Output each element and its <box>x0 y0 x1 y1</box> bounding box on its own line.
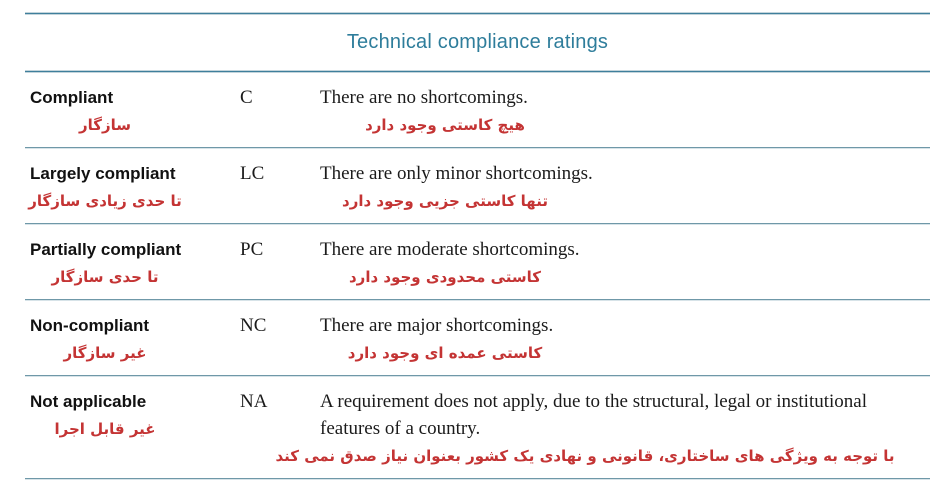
code-cell: NC <box>240 315 267 336</box>
row-divider <box>25 223 930 225</box>
description-en: There are moderate shortcomings. <box>320 239 580 260</box>
description-fa: هیچ کاستی وجود دارد <box>365 116 525 134</box>
description-fa: با توجه به ویژگی های ساختاری، قانونی و ن… <box>275 447 895 465</box>
table-row: Partially compliant تا حدی سازگار PC The… <box>25 225 930 299</box>
rating-label-fa: غیر قابل اجرا <box>54 420 156 438</box>
code-cell: PC <box>240 239 264 260</box>
table-header: Technical compliance ratings <box>25 15 930 70</box>
rating-cell: Non-compliant غیر سازگار <box>25 312 240 368</box>
description-en: There are only minor shortcomings. <box>320 163 593 184</box>
rating-cell: Not applicable غیر قابل اجرا <box>25 388 240 471</box>
rating-label-en: Partially compliant <box>30 240 182 259</box>
rating-label-fa: سازگار <box>78 116 131 134</box>
rating-label-en: Compliant <box>30 88 114 107</box>
rating-label-fa: غیر سازگار <box>63 344 147 362</box>
row-divider <box>25 299 930 301</box>
description-fa: کاستی محدودی وجود دارد <box>348 268 541 286</box>
description-en: There are major shortcomings. <box>320 315 554 336</box>
description-cell: A requirement does not apply, due to the… <box>275 388 930 471</box>
top-border-line <box>25 12 930 15</box>
description-cell: There are moderate shortcomings. کاستی م… <box>320 236 930 292</box>
description-fa: کاستی عمده ای وجود دارد <box>347 344 543 362</box>
table-row: Compliant سازگار C There are no shortcom… <box>25 73 930 147</box>
bottom-border-line <box>25 478 930 480</box>
code-cell: NA <box>240 391 268 412</box>
table-row: Non-compliant غیر سازگار NC There are ma… <box>25 301 930 375</box>
description-cell: There are major shortcomings. کاستی عمده… <box>320 312 930 368</box>
description-en: A requirement does not apply, due to the… <box>320 391 868 439</box>
description-fa: تنها کاستی جزیی وجود دارد <box>342 192 548 210</box>
rating-cell: Partially compliant تا حدی سازگار <box>25 236 240 292</box>
table-title: Technical compliance ratings <box>346 31 609 53</box>
description-cell: There are only minor shortcomings. تنها … <box>320 160 930 216</box>
rating-label-en: Largely compliant <box>30 164 176 183</box>
rating-label-en: Not applicable <box>30 392 147 411</box>
rating-cell: Compliant سازگار <box>25 84 240 140</box>
rating-label-en: Non-compliant <box>30 316 149 335</box>
description-en: There are no shortcomings. <box>320 87 528 108</box>
rating-cell: Largely compliant تا حدی زیادی سازگار <box>25 160 240 216</box>
rating-label-fa: تا حدی زیادی سازگار <box>28 192 182 210</box>
description-cell: There are no shortcomings. هیچ کاستی وجو… <box>320 84 930 140</box>
code-cell: C <box>240 87 253 108</box>
table-row: Not applicable غیر قابل اجرا NA A requir… <box>25 377 930 478</box>
rating-label-fa: تا حدی سازگار <box>51 268 159 286</box>
row-divider <box>25 375 930 377</box>
row-divider <box>25 147 930 149</box>
table-row: Largely compliant تا حدی زیادی سازگار LC… <box>25 149 930 223</box>
header-border-line <box>25 70 930 73</box>
code-cell: LC <box>240 163 265 184</box>
